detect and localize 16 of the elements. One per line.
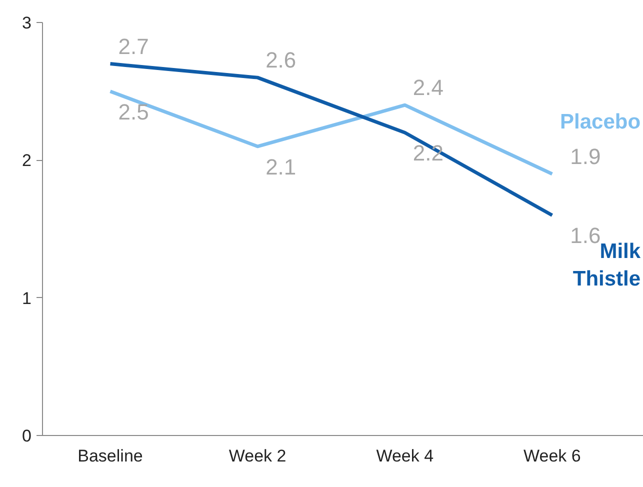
y-tick-label: 2 (22, 151, 32, 170)
x-tick-label: Baseline (78, 446, 143, 466)
data-label: 2.1 (266, 154, 296, 180)
y-tick-label: 0 (22, 426, 32, 446)
x-tick-label: Week 6 (524, 446, 581, 466)
x-tick-label: Week 2 (228, 446, 286, 466)
y-tick-label: 1 (22, 288, 32, 308)
data-label: 1.9 (570, 144, 601, 169)
series-label: Placebo (560, 110, 641, 134)
data-label: 2.5 (118, 99, 149, 124)
x-tick-label: Week 4 (376, 446, 434, 466)
y-tick-label: 3 (22, 14, 32, 32)
data-label: 2.4 (412, 75, 444, 100)
data-label: 2.7 (118, 34, 149, 59)
data-label: 2.2 (412, 140, 444, 166)
data-label: 2.6 (266, 48, 296, 73)
